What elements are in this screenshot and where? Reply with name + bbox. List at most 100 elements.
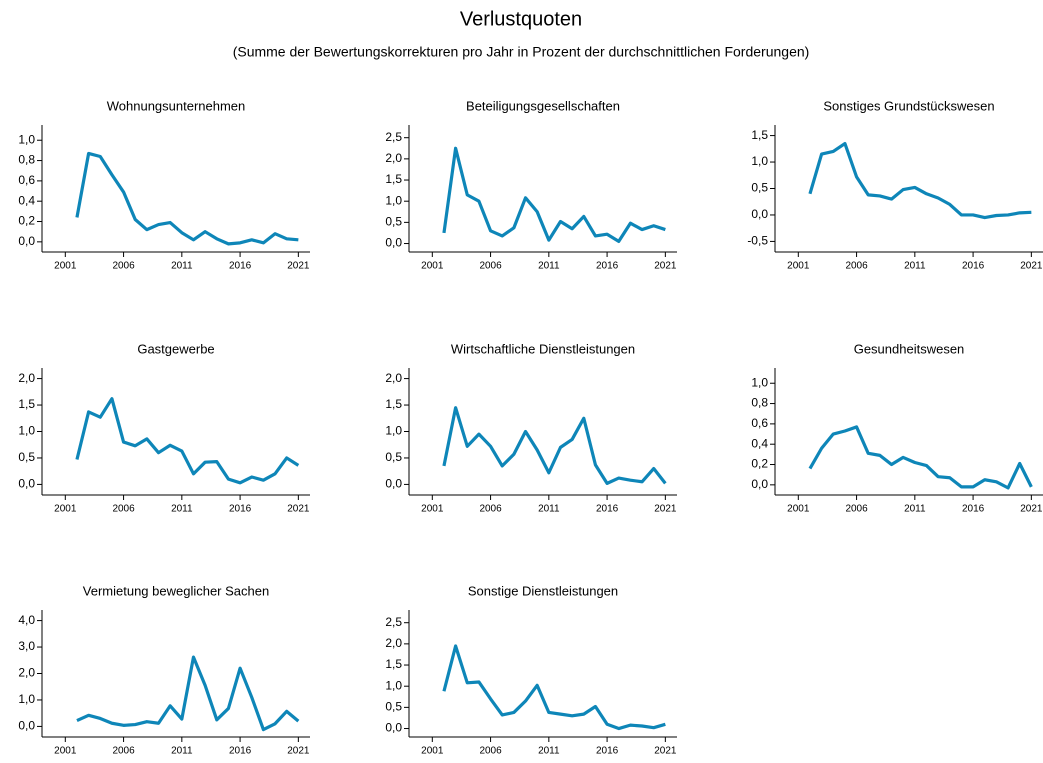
x-tick-label: 2006 [112, 746, 135, 757]
y-tick-label: 0,5 [751, 181, 768, 195]
y-tick-label: 0,0 [18, 719, 35, 733]
y-tick-label: 1,5 [385, 172, 402, 186]
x-tick-label: 2001 [54, 746, 77, 757]
y-tick-label: 0,6 [751, 416, 768, 430]
x-tick-label: 2011 [171, 261, 193, 272]
x-tick-label: 2001 [787, 261, 810, 272]
y-tick-label: 0,0 [385, 477, 402, 491]
x-tick-label: 2016 [962, 504, 985, 515]
data-line [75, 151, 299, 246]
data-line [808, 425, 1033, 490]
y-tick-label: 0,5 [385, 700, 402, 714]
y-tick-label: 2,0 [385, 151, 402, 165]
y-tick-label: 0,5 [18, 450, 35, 464]
y-tick-label: 0,4 [751, 436, 768, 450]
data-line [442, 406, 667, 485]
y-tick-label: 2,5 [385, 130, 402, 144]
y-tick-label: 0,2 [18, 214, 35, 228]
y-tick-label: 0,8 [18, 153, 35, 167]
y-tick-label: 1,0 [18, 424, 35, 438]
y-tick-label: 0,0 [751, 207, 768, 221]
y-tick-label: 0,8 [751, 396, 768, 410]
y-tick-label: 1,0 [385, 424, 402, 438]
x-tick-label: 2016 [596, 504, 619, 515]
y-tick-label: 2,0 [18, 371, 35, 385]
x-tick-label: 2011 [538, 746, 560, 757]
y-tick-label: 1,0 [18, 692, 35, 706]
y-tick-label: 1,5 [751, 128, 768, 142]
x-tick-label: 2001 [54, 504, 77, 515]
x-tick-label: 2011 [538, 261, 560, 272]
y-tick-label: 2,5 [385, 615, 402, 629]
y-tick-label: 1,5 [18, 397, 35, 411]
x-tick-label: 2001 [54, 261, 77, 272]
x-tick-label: 2006 [479, 261, 502, 272]
y-tick-label: 0,5 [385, 450, 402, 464]
y-tick-label: 0,0 [385, 721, 402, 735]
data-line [76, 655, 300, 732]
data-line [75, 397, 300, 485]
x-tick-label: 2006 [479, 746, 502, 757]
x-tick-label: 2011 [904, 504, 926, 515]
x-tick-label: 2011 [538, 504, 560, 515]
y-tick-label: 0,4 [18, 193, 35, 207]
x-tick-label: 2016 [962, 261, 985, 272]
y-tick-label: 2,0 [385, 371, 402, 385]
x-tick-label: 2021 [1020, 504, 1043, 515]
x-tick-label: 2001 [787, 504, 810, 515]
y-tick-label: 0,0 [18, 234, 35, 248]
x-tick-label: 2016 [229, 261, 252, 272]
x-tick-label: 2006 [479, 504, 502, 515]
x-tick-label: 2021 [287, 504, 310, 515]
y-tick-label: 1,0 [751, 154, 768, 168]
x-tick-label: 2001 [421, 746, 444, 757]
y-tick-label: 1,5 [385, 657, 402, 671]
x-tick-label: 2011 [904, 261, 926, 272]
y-tick-label: 0,0 [385, 236, 402, 250]
y-tick-label: 3,0 [18, 639, 35, 653]
x-tick-label: 2016 [596, 746, 619, 757]
x-tick-label: 2006 [112, 504, 135, 515]
y-tick-label: 2,0 [18, 666, 35, 680]
y-tick-label: -0,5 [747, 234, 768, 248]
x-tick-label: 2011 [171, 746, 193, 757]
x-tick-label: 2006 [112, 261, 135, 272]
panel-title: Gastgewerbe [137, 341, 214, 356]
y-tick-label: 0,5 [385, 215, 402, 229]
y-tick-label: 1,0 [751, 375, 768, 389]
x-tick-label: 2021 [287, 261, 310, 272]
y-tick-label: 2,0 [385, 636, 402, 650]
panel-title: Sonstige Dienstleistungen [468, 583, 618, 598]
page-subtitle: (Summe der Bewertungskorrekturen pro Jah… [233, 44, 810, 60]
panel-title: Gesundheitswesen [854, 341, 965, 356]
x-tick-label: 2016 [229, 504, 252, 515]
data-line [442, 644, 666, 731]
x-tick-label: 2001 [421, 261, 444, 272]
x-tick-label: 2006 [845, 261, 868, 272]
panel-title: Beteiligungsgesellschaften [466, 98, 620, 113]
x-tick-label: 2001 [421, 504, 444, 515]
y-tick-label: 1,0 [385, 678, 402, 692]
x-tick-label: 2021 [654, 504, 677, 515]
y-tick-label: 0,6 [18, 173, 35, 187]
x-tick-label: 2021 [287, 746, 310, 757]
data-line [442, 146, 666, 244]
y-tick-label: 0,2 [751, 457, 768, 471]
x-tick-label: 2021 [1020, 261, 1043, 272]
y-tick-label: 0,0 [18, 477, 35, 491]
y-tick-label: 0,0 [751, 477, 768, 491]
x-tick-label: 2016 [229, 746, 252, 757]
x-tick-label: 2011 [171, 504, 193, 515]
panel-title: Wirtschaftliche Dienstleistungen [451, 341, 635, 356]
data-line [808, 141, 1032, 220]
y-tick-label: 4,0 [18, 613, 35, 627]
y-tick-label: 1,0 [18, 132, 35, 146]
x-tick-label: 2016 [596, 261, 619, 272]
panel-title: Sonstiges Grundstückswesen [823, 98, 994, 113]
x-tick-label: 2006 [845, 504, 868, 515]
y-tick-label: 1,5 [385, 397, 402, 411]
panel-title: Wohnungsunternehmen [107, 98, 246, 113]
panel-title: Vermietung beweglicher Sachen [83, 583, 269, 598]
y-tick-label: 1,0 [385, 193, 402, 207]
